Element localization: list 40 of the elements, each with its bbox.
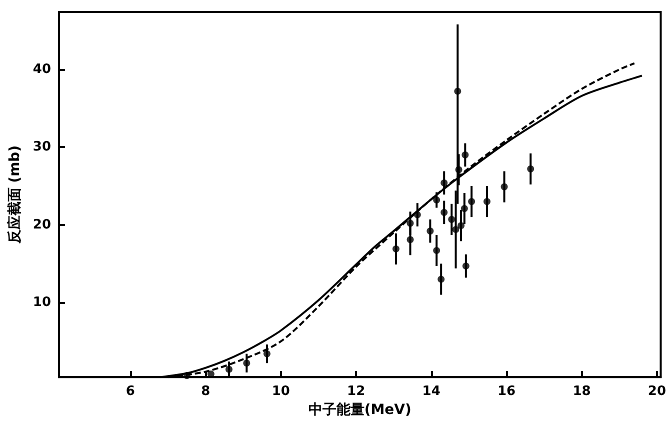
y-tick-label: 10: [32, 295, 51, 310]
x-tick-label: 10: [272, 384, 290, 400]
point: [452, 226, 460, 234]
point: [468, 198, 476, 206]
x-tick-label: 16: [497, 384, 516, 400]
x-tick-label: 14: [422, 384, 440, 400]
y-tick-label: 30: [32, 140, 51, 155]
y-tick-label: 20: [32, 217, 51, 232]
point: [426, 228, 434, 235]
point: [527, 165, 534, 172]
x-tick-label: 8: [201, 384, 210, 400]
point: [433, 196, 440, 204]
point: [263, 350, 270, 358]
point: [406, 236, 414, 244]
x-tick-label: 18: [572, 384, 591, 400]
x-tick-label: 12: [347, 384, 366, 400]
point: [433, 246, 440, 254]
point: [454, 88, 462, 95]
point: [460, 205, 468, 212]
point: [243, 360, 250, 367]
point: [414, 211, 421, 218]
point: [440, 179, 448, 186]
point: [438, 276, 445, 283]
point: [462, 262, 470, 270]
point: [440, 208, 448, 216]
point: [448, 216, 456, 223]
point: [458, 222, 465, 230]
y-tick-label: 40: [32, 62, 51, 77]
point: [406, 220, 414, 227]
point: [500, 183, 508, 190]
point: [455, 166, 462, 174]
y-axis-title: 反应截面 (mb): [6, 145, 23, 245]
point: [462, 151, 469, 158]
point: [483, 198, 490, 206]
point: [392, 245, 400, 252]
x-axis-title: 中子能量(MeV): [308, 402, 412, 418]
x-tick-label: 20: [648, 384, 666, 400]
x-tick-label: 6: [126, 384, 135, 400]
point: [225, 366, 232, 373]
point: [183, 372, 190, 380]
